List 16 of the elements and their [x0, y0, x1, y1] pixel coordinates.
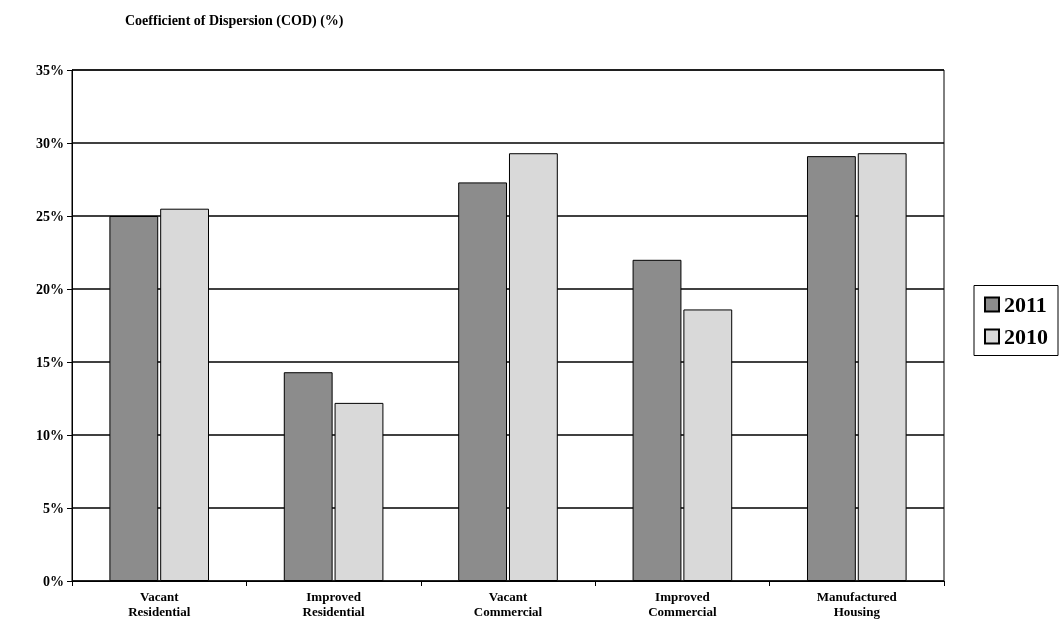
x-tick-label: Improved Commercial	[648, 589, 717, 619]
x-tick-label: Vacant Residential	[128, 589, 191, 619]
y-tick-label: 0%	[43, 573, 64, 589]
x-tick-label: Vacant Commercial	[473, 589, 543, 619]
y-tick-label: 5%	[43, 500, 64, 516]
y-tick-label: 35%	[36, 62, 64, 78]
y-tick-label: 10%	[36, 427, 64, 443]
y-tick-label: 25%	[36, 208, 64, 224]
y-tick-label: 20%	[36, 281, 64, 297]
y-tick-label: 30%	[36, 135, 64, 151]
y-tick-label: 15%	[36, 354, 64, 370]
chart-title: Coefficient of Dispersion (COD) (%)	[125, 12, 344, 29]
x-tick-label: Manufactured Housing	[816, 589, 898, 619]
legend-label: 2010	[1004, 324, 1048, 349]
legend-label: 2011	[1004, 292, 1047, 317]
x-tick-label: Improved Residential	[302, 589, 366, 619]
